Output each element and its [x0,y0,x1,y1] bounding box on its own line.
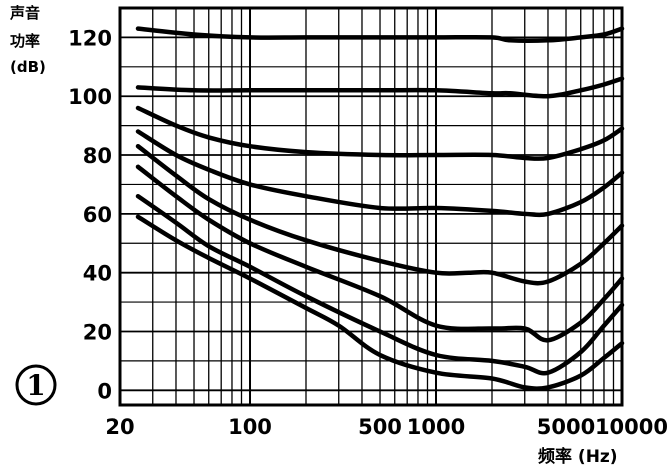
curve-4 [135,129,625,218]
curve-1 [135,26,625,43]
x-tick-label: 10000 [595,415,668,439]
x-tick-label: 1000 [407,415,465,439]
y-tick-label: 100 [68,85,112,109]
curve-8 [135,214,625,391]
panel-marker-circle [15,364,57,406]
x-axis-label: 频率 (Hz) [538,446,618,467]
y-tick-label: 80 [83,144,112,168]
curves [135,26,625,391]
plot-frame [118,6,624,407]
x-tick-labels: 20 100 500 1000 5000 10000 [105,415,668,439]
y-label-line-3: (dB) [10,58,46,76]
x-tick-label: 100 [228,415,272,439]
y-tick-label: 20 [83,320,112,344]
x-tick-label: 20 [105,415,134,439]
y-tick-label: 60 [83,203,112,227]
curve-5 [135,143,625,286]
curve-7 [135,193,625,376]
y-tick-labels: 0 20 40 60 80 100 120 [68,26,112,403]
y-tick-label: 40 [83,262,112,286]
panel-marker-label: 1 [26,369,45,402]
curve-6 [135,164,625,343]
curve-2 [135,76,625,99]
y-tick-label: 120 [68,26,112,50]
x-tick-label: 500 [358,415,402,439]
y-tick-label: 0 [97,379,112,403]
curve-3 [135,105,625,161]
y-label-line-2: 功率 [10,32,40,50]
y-label-line-1: 声音 [9,4,40,22]
x-tick-label: 5000 [537,415,595,439]
